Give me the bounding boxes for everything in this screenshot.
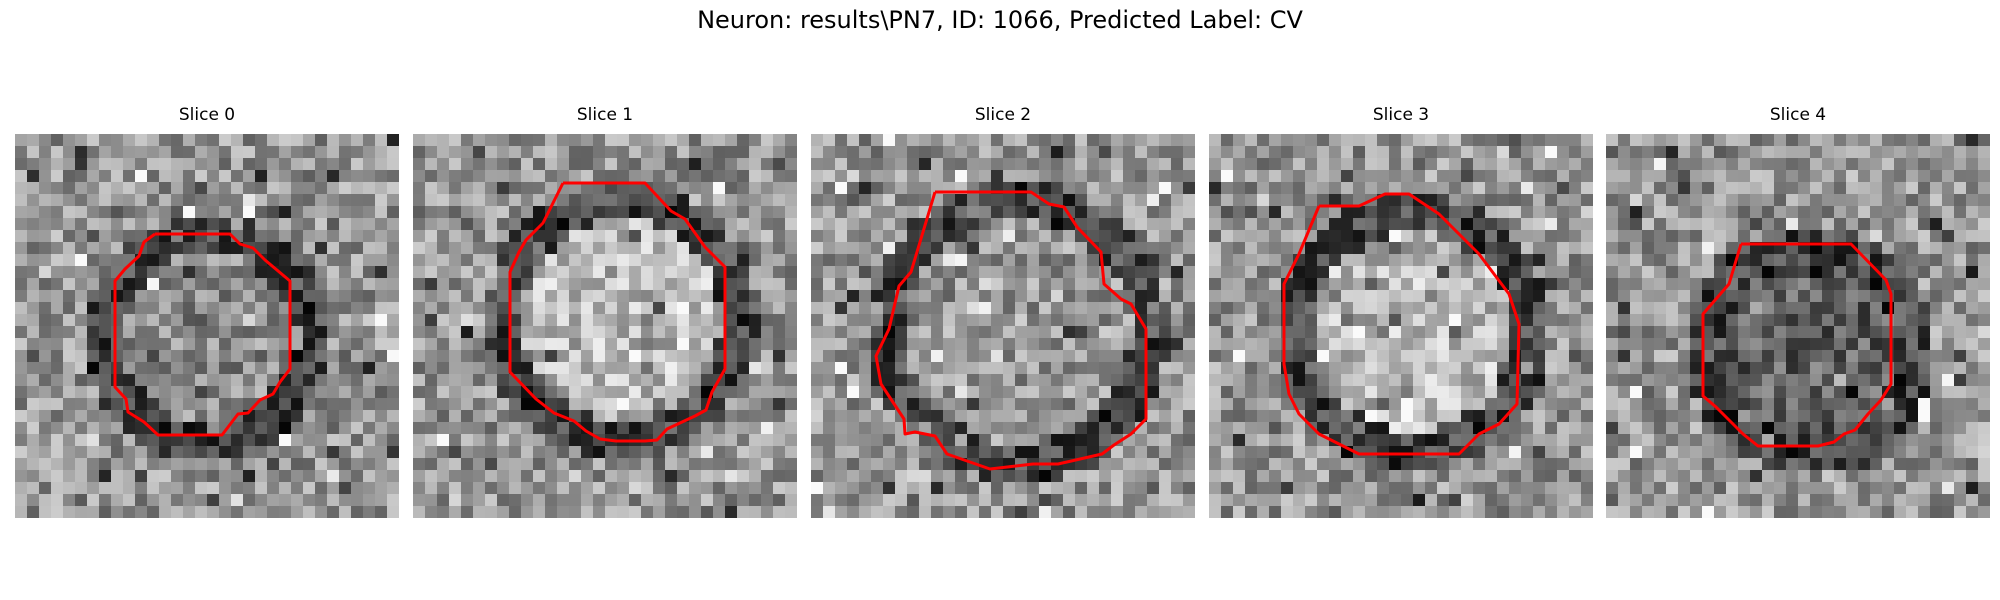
figure-title: Neuron: results\PN7, ID: 1066, Predicted…	[697, 6, 1303, 34]
slice-title: Slice 3	[1372, 105, 1430, 125]
slice-image	[15, 134, 399, 518]
segmentation-contour	[113, 232, 292, 437]
slice-panel-1: Slice 1	[413, 105, 797, 518]
slice-image	[811, 134, 1195, 518]
slice-image	[413, 134, 797, 518]
segmentation-contour	[1282, 192, 1521, 456]
slice-panel-0: Slice 0	[15, 105, 399, 518]
slice-panel-3: Slice 3	[1209, 105, 1593, 518]
segmentation-contour	[508, 181, 727, 443]
slice-panel-2: Slice 2	[811, 105, 1195, 518]
slice-title: Slice 4	[1769, 105, 1827, 125]
slice-title: Slice 1	[576, 105, 634, 125]
slice-title: Slice 0	[178, 105, 236, 125]
slice-image	[1606, 134, 1990, 518]
segmentation-contour	[874, 190, 1148, 471]
slice-title: Slice 2	[974, 105, 1032, 125]
slice-panel-4: Slice 4	[1606, 105, 1990, 518]
segmentation-contour	[1701, 242, 1893, 448]
